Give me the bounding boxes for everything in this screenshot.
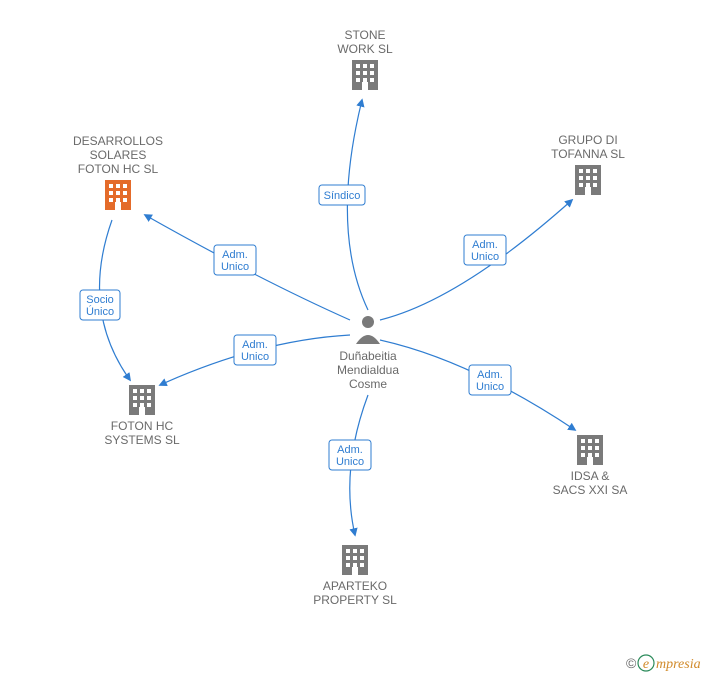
node-label-idsa: SACS XXI SA [553,483,628,497]
center-label: Cosme [349,377,387,391]
node-label-desarr: SOLARES [90,148,147,162]
node-label-desarr: FOTON HC SL [78,162,159,176]
building-icon-desarr [105,180,131,210]
edge-label-text: Adm. [477,369,503,381]
building-icon-stone [352,60,378,90]
building-icon-fotonhc [129,385,155,415]
building-icon-grupo [575,165,601,195]
node-label-aparteko: APARTEKO [323,579,387,593]
node-label-grupo: GRUPO DI [558,133,617,147]
node-label-desarr: DESARROLLOS [73,134,163,148]
edge-label-text: Unico [221,261,249,273]
edge-label-text: Adm. [242,339,268,351]
edge-label-text: Unico [471,251,499,263]
edge-label-text: Unico [476,381,504,393]
building-icon-aparteko [342,545,368,575]
node-label-stone: WORK SL [337,42,393,56]
edge-label-text: Socio [86,294,114,306]
copyright-symbol: © [626,655,637,671]
edge-label-text: Adm. [337,444,363,456]
edge-label-text: Único [86,305,114,318]
center-label: Mendialdua [337,363,399,377]
node-label-fotonhc: FOTON HC [111,419,174,433]
edge-label-text: Adm. [472,239,498,251]
edge-label-text: Adm. [222,249,248,261]
center-person-icon [356,316,380,344]
center-label: Duñabeitia [339,349,397,363]
edge-label-text: Síndico [324,190,361,202]
edge-label-text: Unico [241,351,269,363]
node-label-grupo: TOFANNA SL [551,147,625,161]
credit-text: mpresia [656,657,701,672]
node-label-idsa: IDSA & [571,469,610,483]
network-diagram: SíndicoAdm.UnicoAdm.UnicoAdm.UnicoAdm.Un… [0,0,728,685]
node-label-aparteko: PROPERTY SL [313,593,397,607]
edge-label-text: Unico [336,456,364,468]
building-icon-idsa [577,435,603,465]
node-label-fotonhc: SYSTEMS SL [104,433,180,447]
credit-logo-e: e [643,657,649,672]
node-label-stone: STONE [344,28,385,42]
